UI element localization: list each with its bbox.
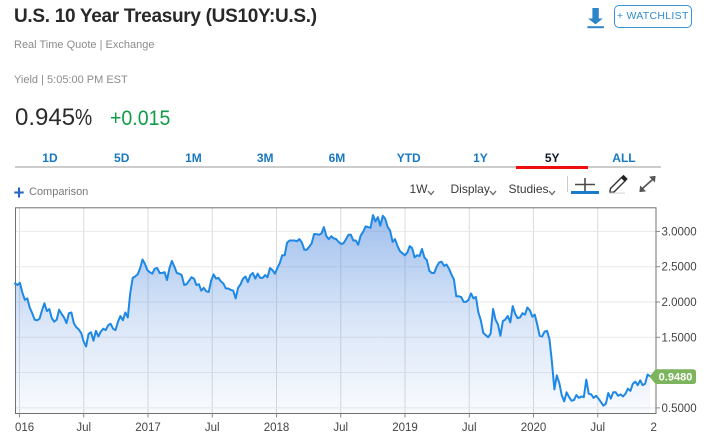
svg-text:016: 016 — [15, 422, 34, 434]
svg-text:2.0000: 2.0000 — [662, 297, 697, 309]
svg-text:Jul: Jul — [462, 422, 477, 434]
svg-text:3.0000: 3.0000 — [662, 226, 697, 238]
svg-text:Jul: Jul — [76, 422, 91, 434]
svg-text:2.5000: 2.5000 — [662, 262, 697, 274]
svg-text:2020: 2020 — [521, 422, 547, 434]
svg-text:2: 2 — [651, 422, 657, 434]
svg-text:2017: 2017 — [135, 422, 161, 434]
svg-text:Jul: Jul — [590, 422, 605, 434]
svg-text:2018: 2018 — [264, 422, 290, 434]
svg-text:2019: 2019 — [392, 422, 418, 434]
svg-text:0.9480: 0.9480 — [659, 372, 693, 384]
svg-text:Jul: Jul — [205, 422, 220, 434]
svg-text:0.5000: 0.5000 — [662, 403, 697, 415]
svg-text:Jul: Jul — [333, 422, 348, 434]
svg-text:1.5000: 1.5000 — [662, 332, 697, 344]
